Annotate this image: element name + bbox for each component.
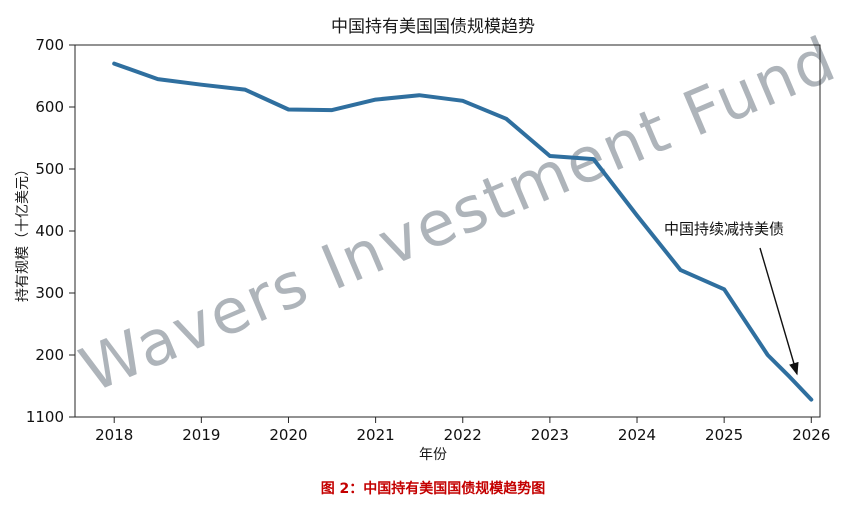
x-tick-label: 2021 — [357, 426, 395, 444]
x-tick-label: 2020 — [269, 426, 307, 444]
x-tick-label: 2019 — [182, 426, 220, 444]
x-tick-label: 2025 — [705, 426, 743, 444]
annotation-text: 中国持续减持美债 — [664, 220, 785, 238]
chart-title: 中国持有美国国债规模趋势 — [331, 17, 535, 37]
x-tick-label: 2023 — [531, 426, 569, 444]
y-tick-label: 400 — [35, 222, 64, 240]
y-tick-label: 500 — [35, 160, 64, 178]
y-tick-label: 1100 — [26, 408, 64, 426]
y-tick-label: 600 — [35, 98, 64, 116]
x-tick-label: 2022 — [444, 426, 482, 444]
plot-area: 700 600 500 400 300 200 1100 2018 2019 2020 2021 20… — [26, 36, 831, 444]
data-line — [112, 61, 814, 402]
y-tick-label: 200 — [35, 346, 64, 364]
y-tick-label: 700 — [35, 36, 64, 54]
y-tick-label: 300 — [35, 284, 64, 302]
x-axis-label: 年份 — [419, 447, 447, 463]
annotation-arrow — [759, 247, 799, 376]
x-tick-label: 2026 — [792, 426, 830, 444]
figure-caption: 图 2：中国持有美国国债规模趋势图 — [320, 481, 546, 497]
x-tick-label: 2018 — [95, 426, 133, 444]
x-tick-label: 2024 — [618, 426, 656, 444]
